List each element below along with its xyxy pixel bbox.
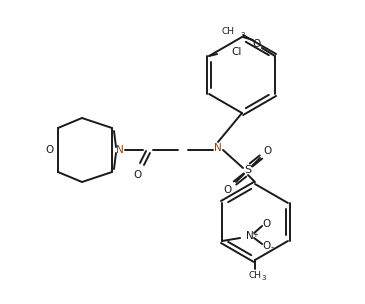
Text: -: - [270, 244, 274, 253]
Text: O: O [46, 145, 54, 155]
Text: O: O [262, 241, 270, 251]
Text: S: S [245, 165, 251, 175]
Text: 3: 3 [241, 32, 245, 38]
Text: N: N [116, 145, 124, 155]
Text: O: O [224, 185, 232, 195]
Text: CH: CH [222, 27, 235, 36]
Text: Cl: Cl [231, 47, 242, 57]
Text: O: O [253, 39, 261, 49]
Text: 3: 3 [262, 275, 266, 281]
Text: CH: CH [249, 271, 261, 279]
Text: +: + [252, 232, 258, 238]
Text: O: O [262, 219, 270, 229]
Text: O: O [264, 146, 272, 156]
Text: O: O [133, 170, 141, 180]
Text: N: N [246, 231, 254, 241]
Text: N: N [214, 143, 222, 153]
